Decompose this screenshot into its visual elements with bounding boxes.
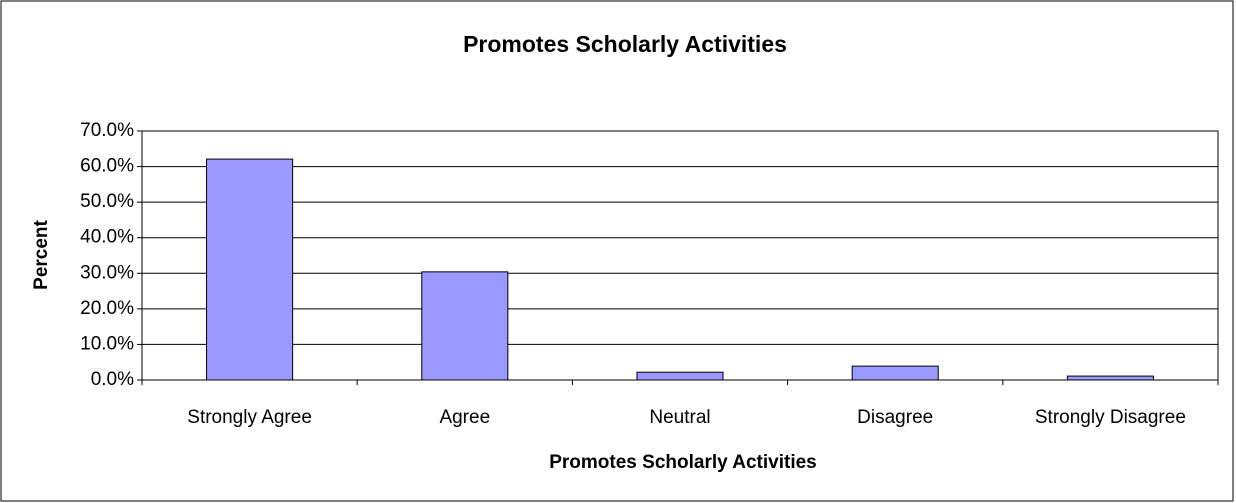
bar (421, 271, 509, 381)
y-tick-label: 70.0% (80, 120, 134, 141)
y-tick-label: 50.0% (80, 191, 134, 212)
y-axis-title: Percent (31, 219, 52, 289)
y-tick-label: 30.0% (80, 262, 134, 283)
x-axis-title: Promotes Scholarly Activities (549, 452, 817, 473)
bar (206, 158, 294, 381)
x-tick-label: Disagree (857, 407, 933, 428)
x-tick-label: Strongly Agree (187, 407, 312, 428)
y-tick-label: 60.0% (80, 156, 134, 177)
y-tick-label: 10.0% (80, 333, 134, 354)
x-tick-label: Agree (439, 407, 490, 428)
x-tick-label: Neutral (649, 407, 710, 428)
bar (1066, 375, 1154, 381)
plot-area (141, 130, 1219, 381)
y-tick-label: 0.0% (91, 369, 134, 390)
x-tick-label: Strongly Disagree (1035, 407, 1186, 428)
bar (636, 371, 724, 381)
y-tick-label: 20.0% (80, 298, 134, 319)
y-tick-label: 40.0% (80, 227, 134, 248)
chart-title: Promotes Scholarly Activities (463, 31, 787, 57)
bar (851, 365, 939, 381)
